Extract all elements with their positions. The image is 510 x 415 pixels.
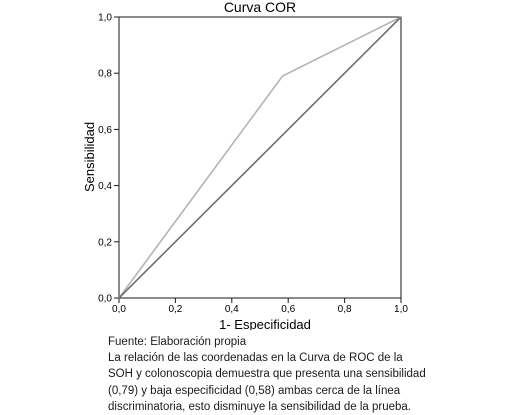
x-tick-label: 0,2 (168, 304, 182, 315)
roc-chart: Curva COR 0,00,20,40,60,81,0 0,0 0,2 0,4 0,… (82, 0, 408, 330)
y-tick-label: 0,2 (98, 237, 112, 248)
x-tick-label: 0,4 (225, 304, 239, 315)
reference-diagonal-line (118, 16, 402, 299)
caption-line: (0,79) y baja especificidad (0,58) ambas… (108, 384, 401, 397)
plot-frame (118, 16, 402, 299)
y-tick-label: 0,6 (98, 125, 112, 136)
series-layer (118, 16, 402, 299)
y-tick-label: 1,0 (98, 13, 112, 24)
caption-line: La relación de las coordenadas en la Cur… (108, 352, 403, 365)
x-axis-label: 1- Especificidad (219, 317, 311, 330)
caption-line: SOH y colonoscopia demuestra que present… (108, 368, 426, 381)
y-tick-label: 0,0 (98, 294, 112, 305)
caption-source: Fuente: Elaboración propia (108, 336, 247, 348)
y-axis-ticks: 0,0 0,2 0,4 0,6 0,8 1,0 (98, 13, 119, 305)
x-tick-label: 0,8 (338, 304, 352, 315)
caption-line: discriminatoria, esto disminuye la sensi… (108, 400, 411, 413)
y-tick-label: 0,4 (98, 181, 112, 192)
y-tick-label: 0,8 (98, 69, 112, 80)
x-tick-label: 1,0 (394, 304, 408, 315)
x-axis-ticks: 0,0 0,2 0,4 0,6 0,8 1,0 (112, 298, 408, 315)
y-axis-label: Sensibilidad (82, 122, 97, 192)
chart-title: Curva COR (224, 0, 296, 15)
x-tick-label: 0,0 (112, 304, 126, 315)
figure-caption: Fuente: Elaboración propia La relación d… (108, 334, 508, 415)
x-tick-label: 0,6 (281, 304, 295, 315)
roc-curve-line (118, 16, 402, 299)
